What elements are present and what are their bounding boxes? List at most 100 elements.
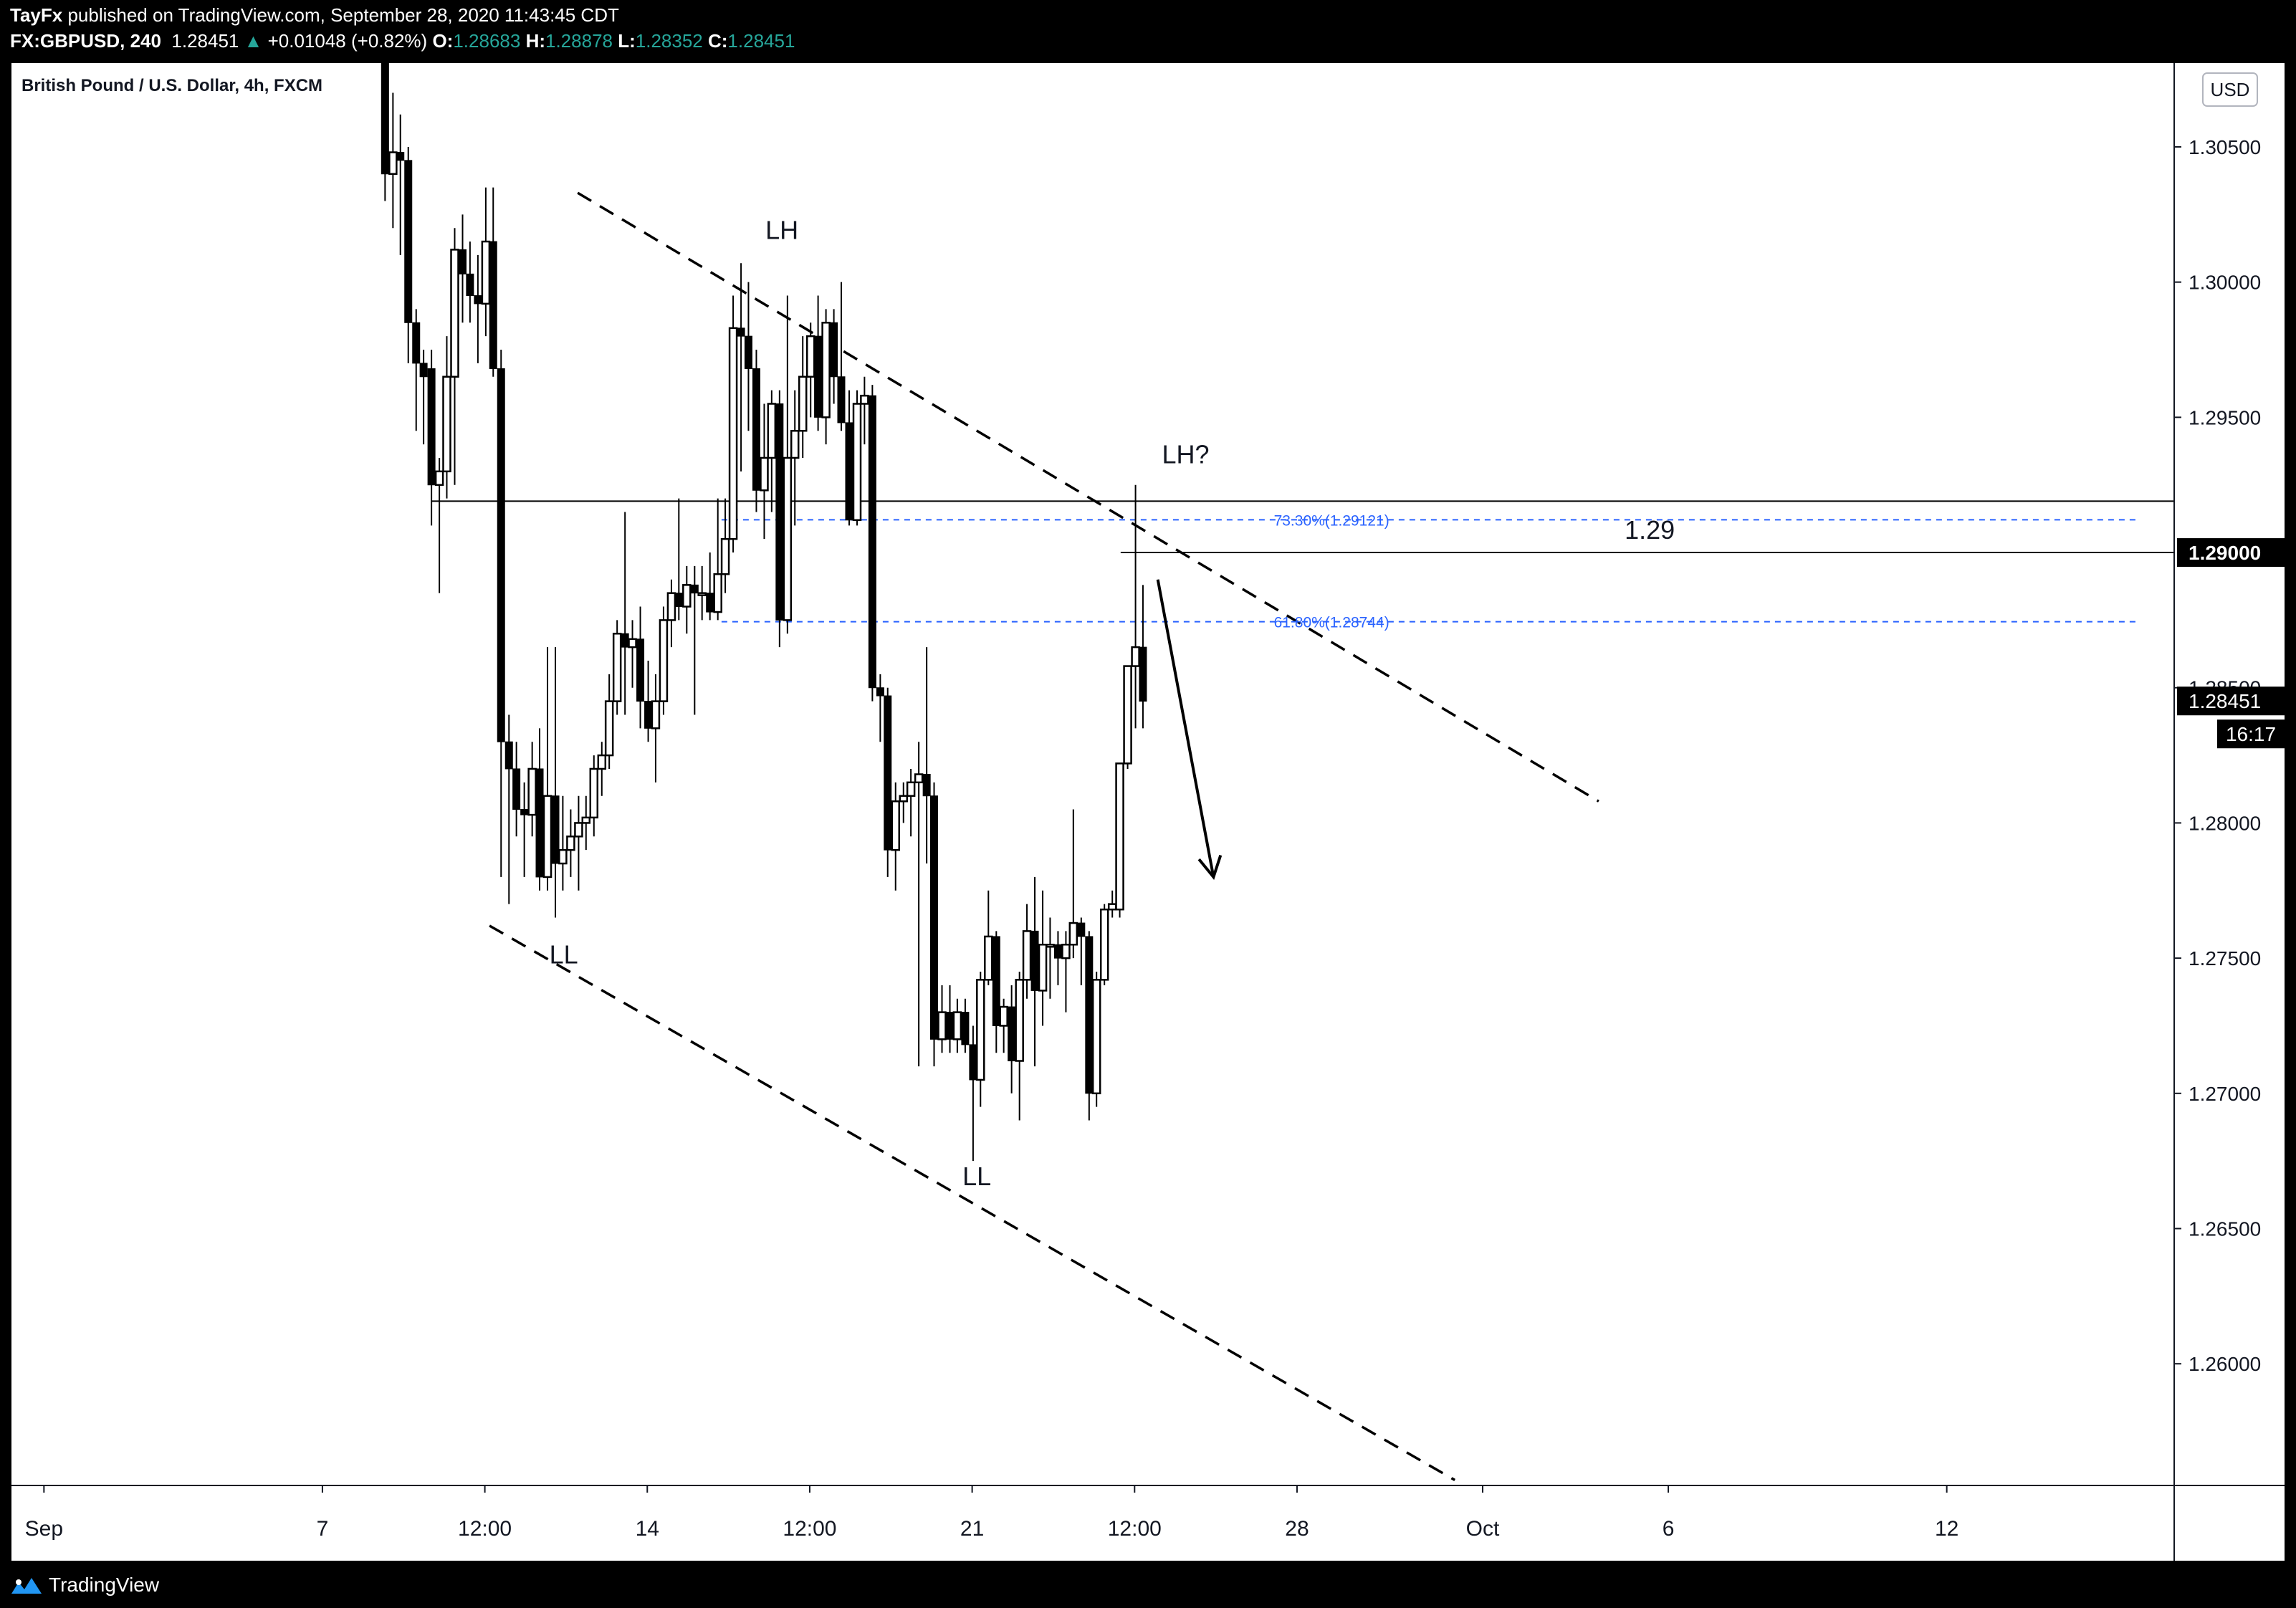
candle[interactable] bbox=[767, 390, 777, 512]
candle[interactable] bbox=[969, 1025, 977, 1162]
candle[interactable] bbox=[821, 309, 831, 445]
candle[interactable] bbox=[830, 309, 838, 404]
candle[interactable] bbox=[783, 295, 793, 634]
candle[interactable] bbox=[976, 971, 985, 1107]
candle[interactable] bbox=[1139, 585, 1147, 729]
candle[interactable] bbox=[412, 309, 421, 431]
candle[interactable] bbox=[1061, 931, 1071, 1013]
candle[interactable] bbox=[404, 146, 413, 363]
candle[interactable] bbox=[720, 498, 730, 593]
candle[interactable] bbox=[442, 336, 451, 499]
candle[interactable] bbox=[388, 92, 398, 229]
candle[interactable] bbox=[1107, 890, 1117, 918]
candle[interactable] bbox=[922, 647, 931, 864]
candle[interactable] bbox=[682, 565, 692, 634]
candle[interactable] bbox=[868, 385, 876, 702]
trendline-dashed[interactable] bbox=[489, 924, 1456, 1481]
candle[interactable] bbox=[1115, 762, 1124, 918]
candle[interactable] bbox=[1085, 931, 1094, 1121]
candle[interactable] bbox=[790, 390, 800, 526]
candle[interactable] bbox=[551, 647, 560, 918]
candle[interactable] bbox=[952, 998, 962, 1053]
pattern-label[interactable]: LH? bbox=[1162, 440, 1210, 469]
tradingview-brand[interactable]: TradingView bbox=[49, 1574, 160, 1596]
candle[interactable] bbox=[961, 998, 970, 1053]
candle[interactable] bbox=[775, 390, 784, 648]
candle[interactable] bbox=[914, 742, 924, 1067]
candle[interactable] bbox=[520, 782, 529, 877]
arrow-shaft[interactable] bbox=[1156, 579, 1215, 878]
candle[interactable] bbox=[706, 552, 714, 621]
candle[interactable] bbox=[459, 214, 467, 323]
candle[interactable] bbox=[1068, 809, 1078, 959]
candle[interactable] bbox=[690, 565, 699, 715]
candle[interactable] bbox=[860, 376, 869, 445]
candle[interactable] bbox=[946, 985, 955, 1053]
candle[interactable] bbox=[542, 647, 553, 891]
candle[interactable] bbox=[1099, 904, 1109, 985]
pattern-label[interactable]: LH bbox=[765, 215, 798, 244]
chart-panel[interactable]: 73.30%(1.29121) 61.80%(1.28744) LH LH? LL LL… bbox=[11, 63, 2285, 1561]
candle[interactable] bbox=[651, 674, 661, 783]
candle[interactable] bbox=[798, 336, 808, 458]
candle[interactable] bbox=[1015, 971, 1024, 1121]
pattern-label[interactable]: LL bbox=[550, 940, 578, 970]
candle[interactable] bbox=[805, 322, 815, 418]
candle[interactable] bbox=[512, 742, 521, 837]
candle[interactable] bbox=[497, 350, 505, 877]
arrow-head-icon[interactable] bbox=[1197, 854, 1223, 881]
candle[interactable] bbox=[876, 674, 884, 742]
candle[interactable] bbox=[434, 457, 444, 593]
candle[interactable] bbox=[1022, 904, 1032, 999]
currency-label[interactable]: USD bbox=[2211, 79, 2250, 100]
candle[interactable] bbox=[906, 768, 916, 837]
candle[interactable] bbox=[760, 403, 769, 540]
candle[interactable] bbox=[1030, 876, 1039, 1067]
candle[interactable] bbox=[644, 661, 653, 742]
candle[interactable] bbox=[574, 795, 583, 891]
candle[interactable] bbox=[937, 985, 947, 1053]
candle[interactable] bbox=[891, 782, 901, 891]
candle[interactable] bbox=[481, 187, 491, 337]
pattern-label[interactable]: 1.29 bbox=[1625, 515, 1675, 545]
candle[interactable] bbox=[1053, 931, 1062, 985]
candle[interactable] bbox=[1123, 665, 1132, 769]
candle[interactable] bbox=[674, 498, 683, 621]
candle[interactable] bbox=[837, 282, 846, 431]
candle[interactable] bbox=[427, 350, 436, 526]
candle[interactable] bbox=[899, 782, 909, 823]
author-name[interactable]: TayFx bbox=[10, 4, 63, 26]
candle[interactable] bbox=[381, 63, 389, 201]
candle[interactable] bbox=[1008, 985, 1016, 1093]
candle[interactable] bbox=[728, 295, 738, 553]
candle[interactable] bbox=[450, 228, 459, 485]
candle[interactable] bbox=[814, 295, 823, 431]
candle[interactable] bbox=[527, 742, 537, 837]
candle[interactable] bbox=[999, 998, 1008, 1053]
candle[interactable] bbox=[535, 728, 544, 891]
candle[interactable] bbox=[489, 187, 497, 377]
candle[interactable] bbox=[752, 350, 760, 512]
candle[interactable] bbox=[589, 755, 599, 837]
candle[interactable] bbox=[992, 931, 1000, 1053]
candle[interactable] bbox=[621, 512, 629, 715]
candle[interactable] bbox=[1091, 971, 1101, 1107]
candle[interactable] bbox=[930, 782, 939, 1067]
candle[interactable] bbox=[504, 714, 513, 904]
candle[interactable] bbox=[628, 620, 637, 688]
candle[interactable] bbox=[744, 282, 752, 431]
candle[interactable] bbox=[852, 390, 862, 526]
candle[interactable] bbox=[396, 114, 405, 255]
candle[interactable] bbox=[612, 620, 622, 715]
candlestick-chart[interactable]: 73.30%(1.29121) 61.80%(1.28744) LH LH? LL LL… bbox=[11, 63, 2285, 1561]
candle[interactable] bbox=[984, 890, 993, 985]
candle[interactable] bbox=[845, 390, 853, 526]
candle[interactable] bbox=[737, 263, 745, 472]
candle[interactable] bbox=[1131, 484, 1140, 729]
candle[interactable] bbox=[581, 795, 591, 851]
candle[interactable] bbox=[666, 579, 676, 648]
candle[interactable] bbox=[558, 795, 568, 891]
currency-badge[interactable] bbox=[2202, 72, 2258, 107]
candle[interactable] bbox=[474, 254, 482, 363]
candle[interactable] bbox=[1046, 917, 1055, 999]
